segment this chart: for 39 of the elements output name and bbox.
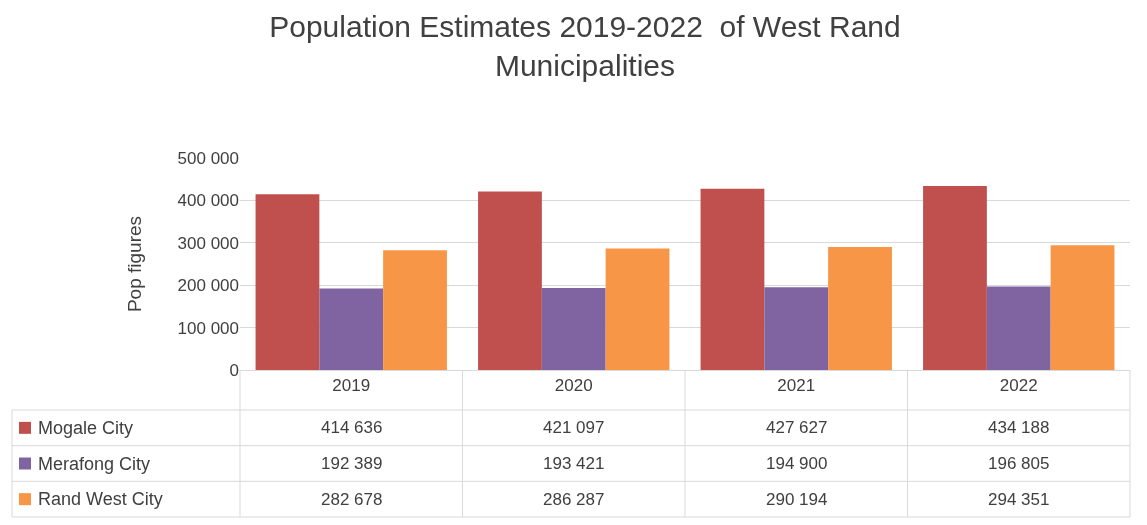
data-label: 196 805 [988, 454, 1050, 473]
data-label: 282 678 [321, 490, 383, 509]
x-tick-label: 2019 [332, 376, 371, 396]
data-label: 434 188 [988, 418, 1050, 437]
y-tick-label: 500 000 [177, 148, 239, 168]
bar [541, 287, 606, 370]
data-label: 290 194 [766, 490, 828, 509]
data-label: 193 421 [543, 454, 605, 473]
bar [1050, 245, 1115, 370]
bar [605, 248, 670, 370]
legend-label: Merafong City [38, 454, 151, 474]
bar [764, 287, 829, 370]
y-tick-label: 300 000 [177, 233, 239, 253]
bar [255, 194, 320, 370]
y-tick-label: 200 000 [177, 276, 239, 296]
data-label: 192 389 [321, 454, 383, 473]
y-tick-label: 100 000 [177, 318, 239, 338]
y-axis-title: Pop figures [124, 215, 146, 313]
bar [700, 188, 765, 370]
y-tick-label: 400 000 [177, 191, 239, 211]
bar [319, 288, 384, 370]
x-tick-label: 2022 [999, 376, 1038, 396]
bar [986, 286, 1051, 370]
data-label: 427 627 [766, 418, 828, 437]
data-label: 294 351 [988, 490, 1050, 509]
legend-label: Rand West City [38, 489, 163, 509]
data-label: 286 287 [543, 490, 605, 509]
bar [828, 246, 892, 370]
data-label: 414 636 [321, 418, 383, 437]
x-tick-label: 2021 [777, 376, 816, 396]
y-tick-label: 0 [229, 360, 239, 380]
legend-label: Mogale City [38, 418, 134, 438]
bar [478, 191, 542, 370]
bar [383, 250, 447, 370]
data-label: 421 097 [543, 418, 605, 437]
data-label: 194 900 [766, 454, 828, 473]
chart-title: Population Estimates 2019-2022 of West Rand Municipalities [269, 9, 901, 82]
x-tick-label: 2020 [554, 376, 593, 396]
bar [923, 185, 987, 370]
